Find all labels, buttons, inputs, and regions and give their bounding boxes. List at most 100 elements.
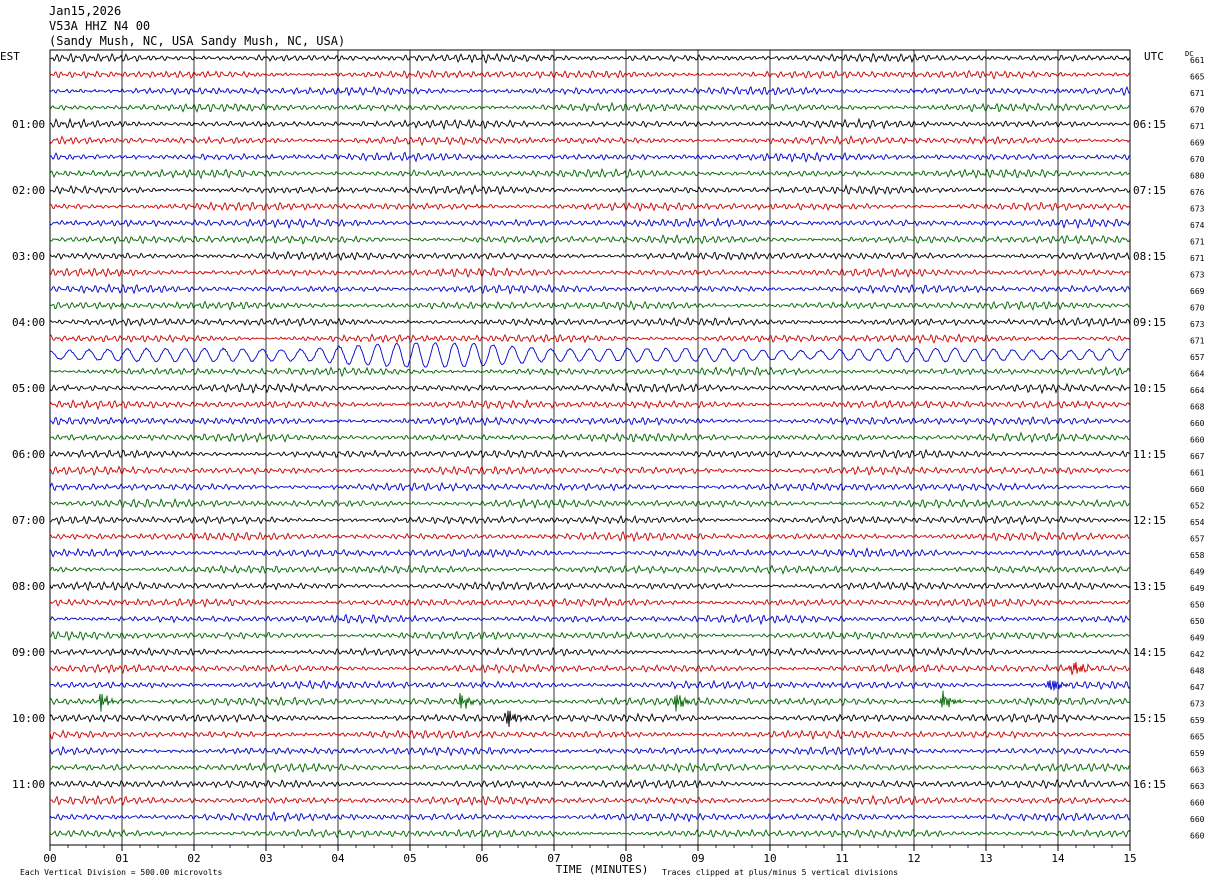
dc-offset-label: 654 — [1190, 518, 1205, 527]
dc-offset-label: 673 — [1190, 700, 1205, 709]
dc-offset-label: 671 — [1190, 122, 1205, 131]
seismic-trace — [49, 778, 1131, 790]
seismic-trace — [49, 497, 1131, 510]
x-tick-label: 00 — [43, 852, 56, 865]
seismic-trace — [49, 183, 1131, 196]
right-hour-label: 15:15 — [1133, 712, 1166, 725]
x-tick-label: 06 — [475, 852, 488, 865]
x-tick-label: 08 — [619, 852, 632, 865]
dc-offset-label: 669 — [1190, 139, 1205, 148]
seismic-trace — [49, 481, 1131, 492]
dc-offset-label: 663 — [1190, 782, 1205, 791]
seismic-trace — [49, 811, 1131, 823]
seismic-trace — [49, 828, 1131, 839]
left-hour-label: 03:00 — [12, 250, 45, 263]
x-tick-label: 01 — [115, 852, 128, 865]
right-hour-label: 14:15 — [1133, 646, 1166, 659]
seismic-trace — [49, 333, 1131, 345]
dc-offset-label: 676 — [1190, 188, 1205, 197]
left-hour-label: 07:00 — [12, 514, 45, 527]
right-hour-label: 16:15 — [1133, 778, 1166, 791]
dc-offset-label: 657 — [1190, 535, 1205, 544]
seismic-trace — [49, 316, 1131, 328]
dc-offset-label: 667 — [1190, 452, 1205, 461]
dc-offset-label: 665 — [1190, 733, 1205, 742]
x-axis-title: TIME (MINUTES) — [556, 863, 649, 876]
left-hour-label: 09:00 — [12, 646, 45, 659]
clipping-footnote: Traces clipped at plus/minus 5 vertical … — [662, 868, 898, 877]
right-hour-label: 09:15 — [1133, 316, 1166, 329]
dc-offset-label: 642 — [1190, 650, 1205, 659]
dc-offset-label: 673 — [1190, 320, 1205, 329]
left-hour-label: 04:00 — [12, 316, 45, 329]
dc-offset-label: 647 — [1190, 683, 1205, 692]
seismic-trace — [49, 431, 1131, 444]
x-tick-label: 04 — [331, 852, 345, 865]
right-hour-label: 08:15 — [1133, 250, 1166, 263]
dc-offset-label: 670 — [1190, 106, 1205, 115]
dc-offset-label: 671 — [1190, 254, 1205, 263]
seismic-trace — [49, 646, 1131, 658]
seismic-trace — [49, 690, 1131, 712]
seismic-trace — [49, 547, 1131, 559]
dc-offset-label: 668 — [1190, 403, 1205, 412]
plot-date: Jan15,2026 — [49, 4, 122, 18]
seismic-trace — [49, 167, 1131, 180]
seismic-trace — [49, 514, 1131, 526]
x-tick-label: 03 — [259, 852, 272, 865]
seismic-trace — [49, 266, 1131, 279]
dc-offset-label: 648 — [1190, 667, 1205, 676]
seismic-trace — [49, 729, 1131, 741]
seismic-trace — [49, 101, 1131, 113]
x-tick-label: 11 — [835, 852, 848, 865]
dc-offset-label: 670 — [1190, 304, 1205, 313]
dc-offset-label: 680 — [1190, 172, 1205, 181]
seismic-trace — [49, 283, 1131, 295]
seismic-trace — [49, 85, 1131, 97]
dc-offset-label: 663 — [1190, 766, 1205, 775]
seismic-trace — [49, 134, 1131, 147]
seismic-trace — [49, 794, 1131, 807]
dc-offset-label: 661 — [1190, 469, 1205, 478]
right-hour-label: 07:15 — [1133, 184, 1166, 197]
seismic-trace — [49, 117, 1131, 131]
seismic-trace — [49, 613, 1131, 626]
dc-offset-label: 649 — [1190, 584, 1205, 593]
seismic-trace — [49, 530, 1131, 543]
seismic-trace — [49, 342, 1131, 368]
seismic-trace — [49, 69, 1131, 80]
dc-offset-label: 652 — [1190, 502, 1205, 511]
dc-offset-label: 657 — [1190, 353, 1205, 362]
x-tick-label: 13 — [979, 852, 992, 865]
x-tick-label: 09 — [691, 852, 704, 865]
left-hour-label: 11:00 — [12, 778, 45, 791]
seismic-trace — [49, 745, 1131, 757]
left-timezone-label: EST — [0, 50, 20, 63]
dc-offset-label: 659 — [1190, 749, 1205, 758]
dc-offset-label: 658 — [1190, 551, 1205, 560]
x-tick-label: 14 — [1051, 852, 1065, 865]
dc-offset-label: 669 — [1190, 287, 1205, 296]
x-tick-label: 10 — [763, 852, 776, 865]
seismic-trace — [49, 233, 1131, 246]
dc-offset-label: 660 — [1190, 436, 1205, 445]
seismic-trace — [49, 250, 1131, 262]
plot-frame — [49, 49, 1131, 846]
seismic-trace — [49, 416, 1131, 427]
dc-offset-label: 660 — [1190, 419, 1205, 428]
dc-offset-label: 671 — [1190, 89, 1205, 98]
left-hour-label: 06:00 — [12, 448, 45, 461]
left-hour-label: 02:00 — [12, 184, 45, 197]
station-code: V53A HHZ N4 00 — [49, 19, 151, 33]
seismic-trace — [49, 365, 1131, 378]
dc-offset-label: 671 — [1190, 238, 1205, 247]
left-hour-label: 01:00 — [12, 118, 45, 131]
station-location: (Sandy Mush, NC, USA Sandy Mush, NC, USA… — [49, 34, 346, 48]
seismic-trace — [49, 465, 1131, 477]
right-timezone-label: UTC — [1144, 50, 1164, 63]
left-hour-label: 10:00 — [12, 712, 45, 725]
seismic-trace — [49, 382, 1131, 395]
seismic-trace — [49, 448, 1131, 459]
dc-offset-label: 649 — [1190, 634, 1205, 643]
dc-offset-label: 674 — [1190, 221, 1205, 230]
